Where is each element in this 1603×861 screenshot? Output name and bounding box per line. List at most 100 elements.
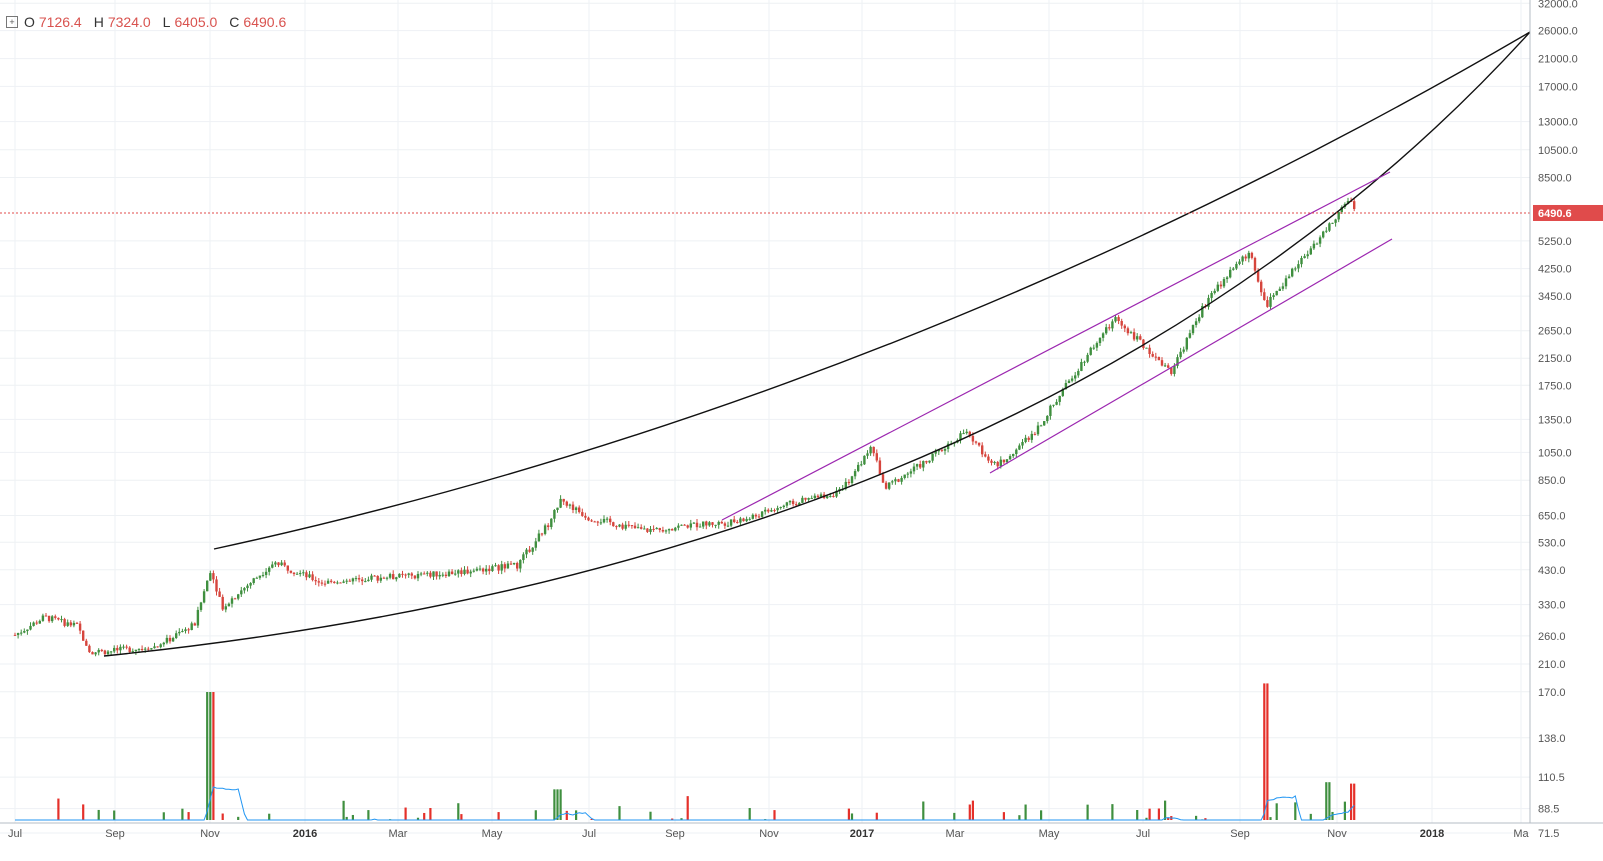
time-axis[interactable]: Jul Sep Nov 2016 Mar May Jul Sep Nov 2017 Mar May Ju… bbox=[0, 822, 1603, 840]
candle-body bbox=[1157, 356, 1161, 361]
volume-bar bbox=[1204, 818, 1207, 820]
candle-body bbox=[305, 572, 308, 578]
channel-upper-line[interactable] bbox=[721, 171, 1391, 521]
candle-body bbox=[240, 590, 243, 595]
volume-bar bbox=[1157, 808, 1160, 820]
candle-body bbox=[1024, 437, 1027, 443]
trend-drawings[interactable] bbox=[103, 31, 1531, 657]
candle-body bbox=[1105, 327, 1108, 334]
lower-growth-curve[interactable] bbox=[103, 31, 1531, 657]
candle-body bbox=[1272, 295, 1275, 297]
volume-bar bbox=[1266, 683, 1269, 820]
candle-body bbox=[1036, 425, 1040, 435]
candle-body bbox=[277, 562, 280, 566]
candle-body bbox=[237, 594, 240, 599]
last-price-badge: 6490.6 bbox=[1533, 204, 1603, 221]
volume-bar bbox=[1309, 813, 1312, 820]
upper-growth-curve[interactable] bbox=[213, 31, 1531, 550]
candle-body bbox=[351, 578, 355, 582]
candle-body bbox=[370, 575, 373, 580]
candle-body bbox=[587, 517, 590, 521]
candle-body bbox=[348, 580, 351, 582]
candle-body bbox=[1043, 421, 1046, 426]
candle-body bbox=[1201, 305, 1204, 318]
volume-bar bbox=[1269, 817, 1272, 820]
candle-body bbox=[974, 441, 978, 443]
x-tick-label: Nov bbox=[200, 828, 220, 840]
candle-body bbox=[1284, 278, 1288, 287]
candle-body bbox=[984, 454, 987, 457]
candle-body bbox=[590, 520, 593, 522]
volume-bar bbox=[221, 813, 224, 820]
candle-body bbox=[946, 443, 950, 450]
y-tick-label: 32000.0 bbox=[1538, 0, 1578, 10]
candle-body bbox=[361, 579, 364, 582]
x-tick-label: May bbox=[1039, 828, 1060, 840]
candle-body bbox=[320, 582, 324, 584]
candle-body bbox=[184, 629, 187, 632]
candle-body bbox=[640, 527, 643, 529]
price-axis[interactable]: 32000.0 26000.0 21000.0 17000.0 13000.0 10500… bbox=[1529, 0, 1578, 840]
candle-body bbox=[119, 646, 122, 651]
candle-body bbox=[1309, 248, 1312, 255]
candle-body bbox=[605, 518, 609, 520]
candle-body bbox=[1052, 404, 1055, 406]
candle-body bbox=[993, 462, 996, 464]
candle-body bbox=[336, 582, 339, 584]
candle-body bbox=[392, 574, 395, 580]
candle-body bbox=[869, 446, 872, 454]
y-tick-label: 2150.0 bbox=[1538, 353, 1572, 365]
candle-body bbox=[1098, 337, 1102, 344]
y-tick-label: 26000.0 bbox=[1538, 26, 1578, 38]
candle-body bbox=[66, 622, 69, 626]
candle-body bbox=[339, 582, 342, 584]
collapse-square-icon[interactable]: + bbox=[6, 16, 18, 28]
candle-body bbox=[649, 528, 652, 532]
candle-body bbox=[804, 497, 807, 500]
y-tick-label: 13000.0 bbox=[1538, 117, 1578, 129]
candle-body bbox=[965, 431, 968, 434]
candle-body bbox=[1300, 258, 1303, 265]
candle-body bbox=[215, 579, 218, 592]
candle-body bbox=[330, 580, 333, 582]
candle-body bbox=[1253, 257, 1257, 271]
candle-body bbox=[367, 579, 370, 582]
candle-body bbox=[60, 619, 63, 621]
candle-body bbox=[996, 462, 999, 467]
candle-body bbox=[227, 603, 231, 607]
volume-bar bbox=[1353, 783, 1356, 820]
candle-body bbox=[438, 574, 441, 577]
legend-close-key: C bbox=[229, 14, 240, 30]
ohlc-legend: + O 7126.4 H 7324.0 L 6405.0 C 6490.6 bbox=[6, 14, 294, 30]
volume-bar bbox=[97, 809, 100, 820]
volume-bar bbox=[457, 803, 460, 820]
candle-body bbox=[1067, 380, 1071, 384]
candle-body bbox=[357, 578, 361, 580]
candle-body bbox=[571, 504, 575, 511]
candle-body bbox=[581, 512, 584, 516]
candle-body bbox=[1111, 321, 1114, 329]
candle-body bbox=[410, 573, 413, 576]
candle-body bbox=[202, 591, 206, 603]
candle-body bbox=[655, 528, 658, 530]
candle-body bbox=[928, 460, 931, 463]
candle-body bbox=[770, 510, 773, 512]
candle-body bbox=[131, 651, 134, 653]
candle-body bbox=[150, 648, 153, 650]
candle-body bbox=[274, 562, 277, 565]
candle-body bbox=[1275, 290, 1278, 296]
candle-body bbox=[630, 525, 634, 527]
candle-body bbox=[1033, 433, 1037, 435]
channel-lower-line[interactable] bbox=[989, 238, 1393, 474]
candle-body bbox=[534, 541, 537, 548]
candle-body bbox=[230, 598, 234, 604]
candle-body bbox=[255, 577, 258, 579]
candle-body bbox=[609, 518, 612, 523]
volume-bar bbox=[680, 818, 683, 820]
candle-body bbox=[714, 524, 717, 526]
candle-body bbox=[1340, 207, 1343, 213]
candle-body bbox=[968, 431, 971, 436]
candle-body bbox=[1198, 317, 1201, 322]
volume-bar bbox=[268, 813, 271, 820]
